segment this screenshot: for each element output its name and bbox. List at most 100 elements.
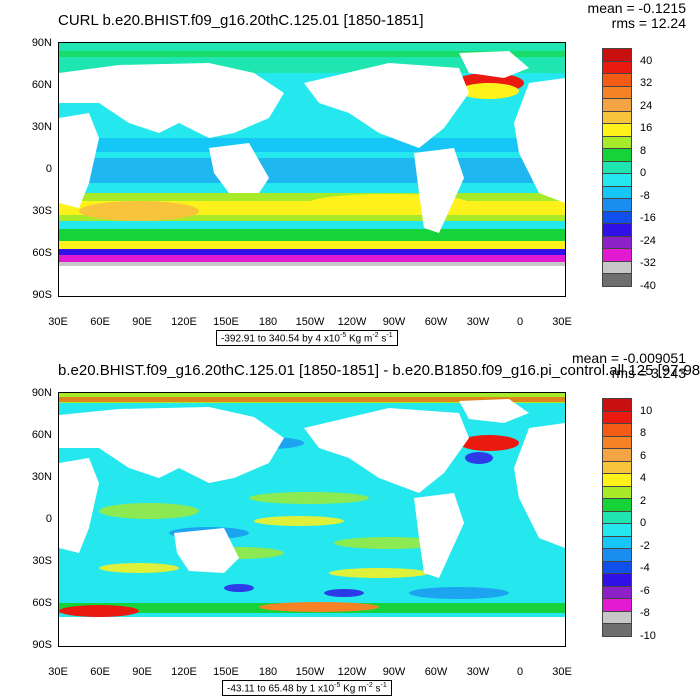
colorbar-label: 8 [640,144,647,157]
colorbar-label: 8 [640,427,647,440]
colorbar-cell [602,110,632,125]
colorbar-label: -24 [640,234,656,247]
colorbar-cell [602,498,632,512]
lon-label: 180 [258,316,278,328]
lat-label: 0 [45,163,52,175]
panel-title: b.e20.BHIST.f09_g16.20thC.125.01 [1850-1… [58,362,700,379]
colorbar-label: 4 [640,472,647,485]
lon-label: 30W [466,316,490,328]
colorbar-cell [602,198,632,212]
lon-label: 90W [382,666,406,678]
lat-label: 60S [32,597,52,609]
colorbar-cell [602,573,632,587]
colorbar-cell [602,398,632,412]
colorbar-cell [602,160,632,175]
lon-label: 90E [132,666,152,678]
lon-label: 30E [48,316,68,328]
colorbar-cell [602,435,632,450]
colorbar-cell [602,73,632,87]
colorbar-cell [602,585,632,600]
colorbar-label: -8 [640,607,650,620]
lon-label: 120E [171,316,197,328]
contour-range-label: -43.11 to 65.48 by 1 x10-5 Kg m-2 s-1 [222,680,392,697]
colorbar-cell [602,148,632,162]
colorbar-label: 40 [640,54,653,67]
colorbar-cell [602,410,632,425]
lat-label: 90S [32,289,52,301]
colorbar-label: -8 [640,189,650,202]
lat-label: 90N [31,387,52,399]
colorbar-cell [602,448,632,462]
lat-label: 30N [31,471,52,483]
lon-label: 60W [424,316,448,328]
colorbar-cell [602,610,632,625]
colorbar-label: 10 [640,404,653,417]
colorbar-label: 16 [640,122,653,135]
lon-label: 120W [337,666,367,678]
lon-label: 150W [295,666,325,678]
colorbar-label: 32 [640,77,653,90]
lat-label: 30S [32,555,52,567]
lon-label: 0 [516,666,524,678]
colorbar-label: 0 [640,517,647,530]
lon-label: 60E [90,666,110,678]
lon-label: 150W [295,316,325,328]
lat-label: 60N [31,429,52,441]
colorbar-cell [602,185,632,200]
colorbar-cell [602,60,632,75]
colorbar-cell [602,85,632,100]
colorbar-label: 0 [640,167,647,180]
lon-label: 30E [48,666,68,678]
lon-label: 90W [382,316,406,328]
lon-label: 90E [132,316,152,328]
lat-label: 0 [45,513,52,525]
lon-label: 150E [213,316,239,328]
colorbar-cell [602,260,632,275]
colorbar-cell [602,98,632,112]
lon-label: 60W [424,666,448,678]
colorbar [602,48,632,287]
lon-label: 30E [552,666,572,678]
lon-label: 30W [466,666,490,678]
contour-range-label: -392.91 to 340.54 by 4 x10-5 Kg m-2 s-1 [216,330,398,347]
colorbar [602,398,632,637]
colorbar-label: 24 [640,99,653,112]
lon-label: 120E [171,666,197,678]
rms-stat: rms = 3.243 [611,365,686,381]
colorbar-cell [602,135,632,150]
colorbar-cell [602,48,632,62]
colorbar-cell [602,473,632,487]
colorbar-label: 2 [640,494,647,507]
colorbar-cell [602,423,632,437]
colorbar-cell [602,598,632,612]
lon-label: 30E [552,316,572,328]
rms-stat: rms = 12.24 [611,15,686,31]
lon-label: 120W [337,316,367,328]
colorbar-cell [602,460,632,475]
map-panel-top: CURL b.e20.BHIST.f09_g16.20thC.125.01 [1… [31,0,686,347]
colorbar-cell [602,248,632,262]
lat-label: 60N [31,79,52,91]
lon-label: 0 [516,316,524,328]
colorbar-label: -6 [640,584,650,597]
colorbar-label: 6 [640,449,647,462]
colorbar-label: -10 [640,630,656,642]
panel-title: CURL b.e20.BHIST.f09_g16.20thC.125.01 [1… [58,12,424,29]
curl-field-map [59,43,565,296]
colorbar-label: -4 [640,562,650,575]
colorbar-label: -2 [640,539,650,552]
curl-difference-map [59,393,565,646]
world-map [58,42,566,297]
lat-label: 90S [32,639,52,651]
colorbar-cell [602,485,632,500]
colorbar-cell [602,173,632,187]
lat-label: 90N [31,37,52,49]
colorbar-label: -16 [640,212,656,225]
mean-stat: mean = -0.1215 [587,0,686,16]
world-map [58,392,566,647]
colorbar-cell [602,223,632,237]
lon-label: 180 [258,666,278,678]
colorbar-label: -32 [640,257,656,270]
colorbar-cell [602,123,632,137]
colorbar-cell [602,623,632,637]
